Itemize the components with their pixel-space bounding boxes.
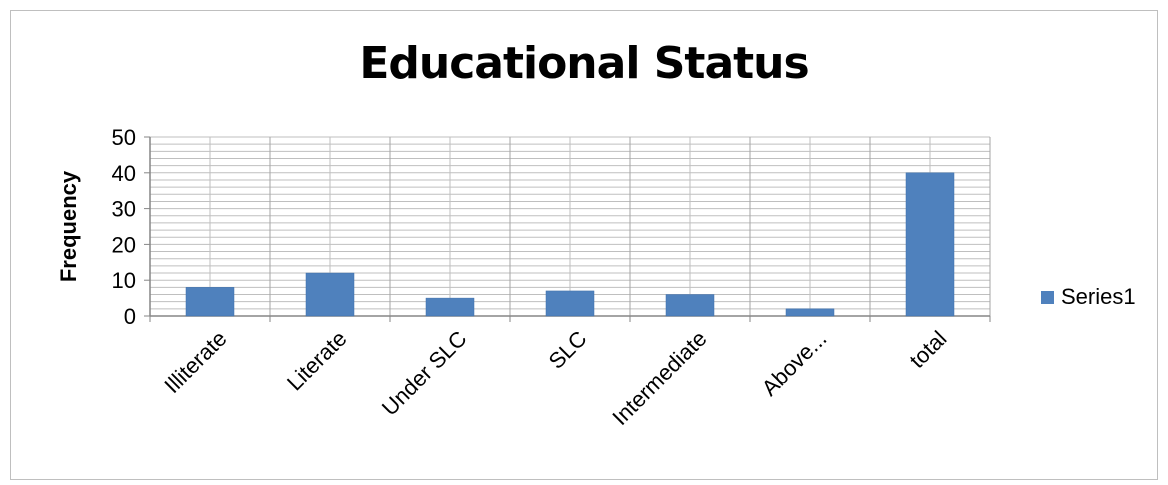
bar (545, 290, 595, 317)
bar (185, 287, 235, 317)
bar (305, 272, 355, 317)
x-tick-label: Under SLC (377, 326, 472, 421)
y-tick-label: 30 (112, 197, 136, 222)
legend-swatch (1041, 291, 1054, 304)
bar (785, 308, 835, 317)
y-tick-label: 50 (112, 125, 136, 150)
y-tick-label: 0 (124, 304, 136, 329)
y-tick-label: 40 (112, 161, 136, 186)
x-tick-label: Literate (282, 326, 352, 396)
bar (425, 297, 475, 317)
chart-title: Educational Status (359, 38, 809, 89)
chart-frame (10, 10, 1158, 480)
legend-label: Series1 (1061, 284, 1136, 309)
x-tick-label: total (904, 326, 951, 373)
y-axis-title: Frequency (56, 170, 81, 282)
bar (905, 172, 955, 317)
x-tick-label: Intermediate (607, 326, 711, 430)
y-tick-label: 10 (112, 268, 136, 293)
bar (665, 294, 715, 317)
x-tick-label: SLC (544, 326, 592, 374)
x-tick-label: Above... (757, 326, 832, 401)
y-tick-label: 20 (112, 232, 136, 257)
x-tick-label: Illiterate (159, 326, 231, 398)
